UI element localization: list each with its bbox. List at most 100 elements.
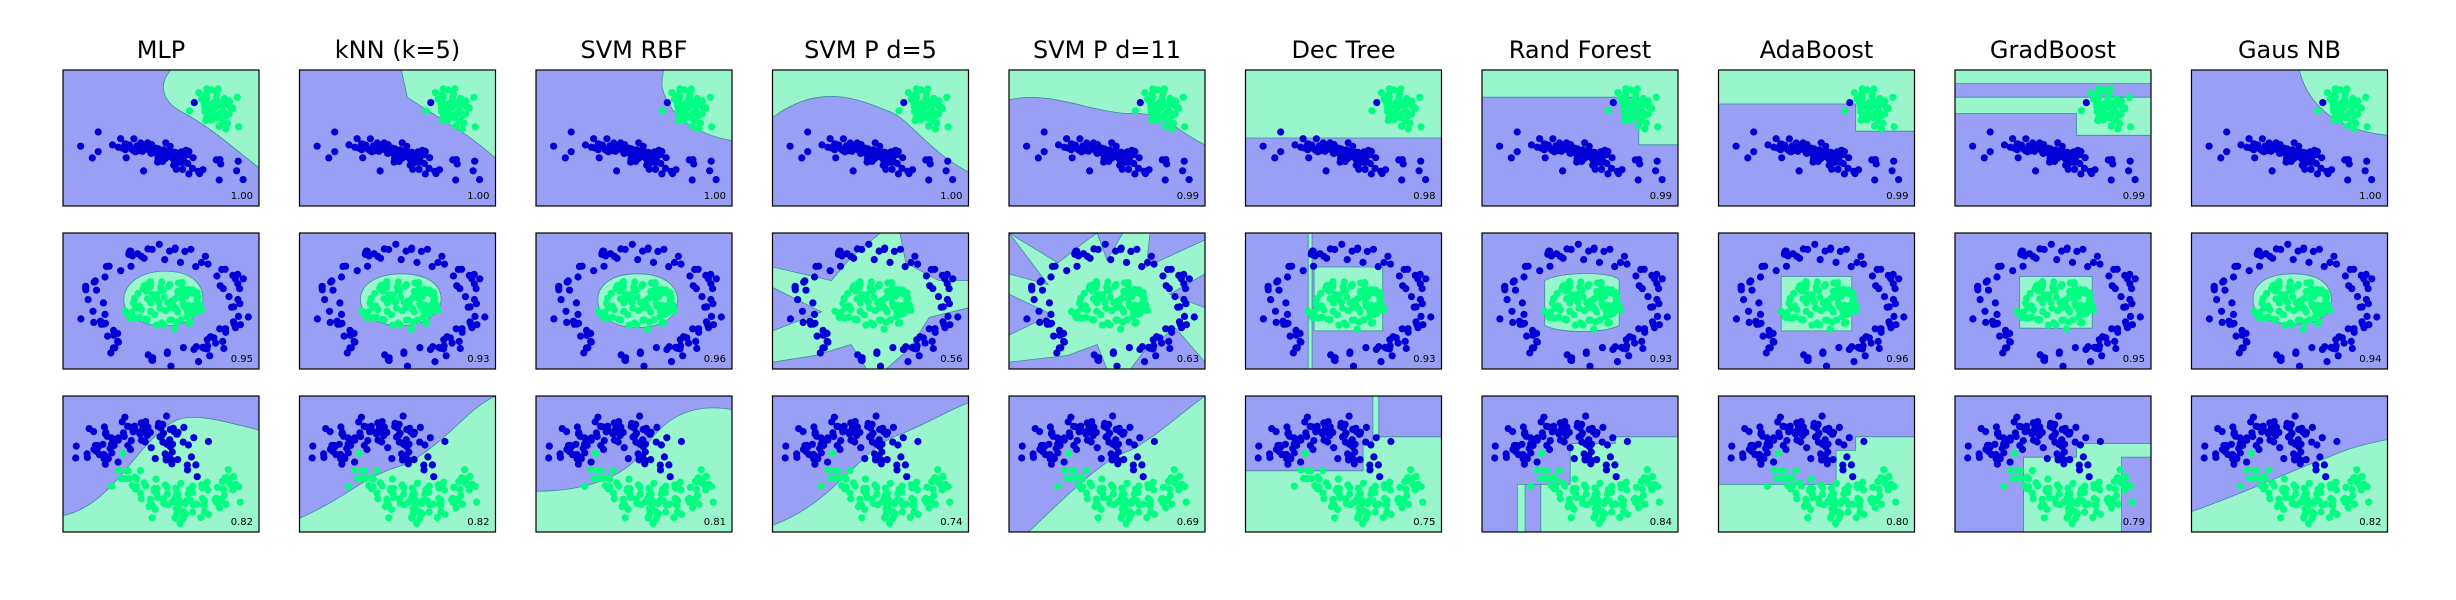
point-class-a [810, 450, 818, 459]
point-class-a [2416, 180, 2423, 187]
point-class-b [1337, 298, 1345, 306]
region-class-a [1955, 70, 2151, 206]
point-class-a [1370, 453, 1378, 461]
point-class-a [1283, 310, 1292, 318]
point-class-a [2001, 344, 2009, 352]
point-class-a [1171, 293, 1179, 301]
point-class-b [344, 482, 352, 490]
point-class-a [1086, 167, 1094, 175]
point-class-a [1850, 358, 1858, 366]
point-class-b [1563, 316, 1571, 324]
point-class-b [396, 495, 404, 503]
point-class-a [1586, 362, 1594, 369]
plot-grid: MLP kNN (k=5) SVM RBF SVM P d=5 SVM P d=11 De… [62, 36, 2423, 533]
point-class-b [1890, 123, 1898, 131]
point-class-b [1124, 279, 1132, 287]
point-class-b [148, 514, 156, 522]
point-class-a [604, 422, 612, 430]
point-class-b [202, 116, 210, 125]
point-class-a [384, 444, 392, 452]
point-class-b [1105, 495, 1113, 503]
point-class-a [1859, 336, 1867, 344]
point-class-b [861, 475, 870, 483]
point-class-b [880, 325, 888, 333]
point-class-a [558, 425, 566, 433]
point-class-a [220, 344, 228, 353]
point-class-a [601, 145, 609, 153]
point-class-b [199, 501, 207, 509]
point-class-a [624, 455, 632, 463]
subplot-moons-3 [772, 396, 969, 532]
point-class-a [652, 344, 661, 352]
point-class-b [2299, 325, 2307, 333]
point-class-b [674, 107, 682, 116]
point-class-a [943, 270, 951, 278]
point-class-a [581, 434, 589, 442]
point-class-a [1337, 145, 1345, 153]
point-class-a [997, 180, 1004, 187]
point-class-a [1508, 307, 1516, 315]
point-class-a [362, 248, 370, 256]
point-class-a [1612, 473, 1620, 481]
point-class-b [1067, 307, 1076, 315]
point-class-b [414, 294, 422, 302]
point-class-b [2330, 116, 2338, 125]
subplot-blobs-6 [1482, 70, 1713, 206]
point-class-a [1156, 334, 1164, 342]
point-class-a [954, 313, 962, 321]
point-class-a [1104, 432, 1112, 440]
point-class-b [645, 484, 653, 492]
point-class-b [1133, 497, 1141, 505]
point-class-b [1590, 325, 1598, 333]
point-class-a [2300, 148, 2308, 157]
point-class-b [878, 300, 886, 308]
point-class-a [2098, 352, 2106, 360]
point-class-a [461, 293, 470, 301]
point-class-b [619, 295, 628, 303]
point-class-b [1343, 293, 1351, 301]
point-class-a [320, 450, 328, 458]
point-class-b [2076, 286, 2085, 294]
point-class-b [209, 103, 217, 111]
point-class-a [579, 444, 587, 452]
point-class-a [1706, 180, 1713, 187]
point-class-a [1030, 296, 1038, 304]
point-class-a [826, 267, 834, 275]
point-class-b [394, 319, 402, 327]
point-class-b [1604, 319, 1612, 327]
point-class-a [228, 303, 236, 311]
point-class-a [1732, 142, 1740, 150]
point-class-b [1320, 495, 1328, 503]
point-class-b [642, 300, 650, 308]
point-class-b [853, 281, 861, 289]
point-class-a [1820, 152, 1829, 160]
point-class-b [2329, 97, 2337, 105]
point-class-a [1090, 423, 1098, 431]
point-class-b [1641, 125, 1649, 133]
point-class-b [666, 289, 674, 297]
point-class-b [1379, 513, 1387, 522]
point-class-a [1366, 466, 1374, 474]
point-class-a [178, 165, 187, 173]
point-class-a [408, 244, 416, 252]
point-class-b [657, 286, 666, 294]
point-class-a [181, 247, 189, 255]
point-class-a [600, 437, 608, 445]
point-class-a [2000, 141, 2009, 149]
point-class-a [1313, 422, 1321, 430]
point-class-a [824, 436, 832, 444]
point-class-a [810, 423, 818, 431]
point-class-b [2330, 90, 2338, 99]
point-class-a [2313, 170, 2321, 178]
point-class-a [717, 313, 725, 321]
point-class-b [1850, 89, 1858, 97]
point-class-a [1084, 147, 1093, 155]
point-class-b [373, 467, 381, 475]
point-class-a [636, 348, 645, 356]
point-class-a [593, 432, 601, 441]
point-class-a [832, 154, 840, 162]
point-class-b [1371, 508, 1379, 516]
point-class-a [2179, 180, 2186, 187]
point-class-b [925, 504, 933, 512]
point-class-a [1272, 445, 1280, 453]
